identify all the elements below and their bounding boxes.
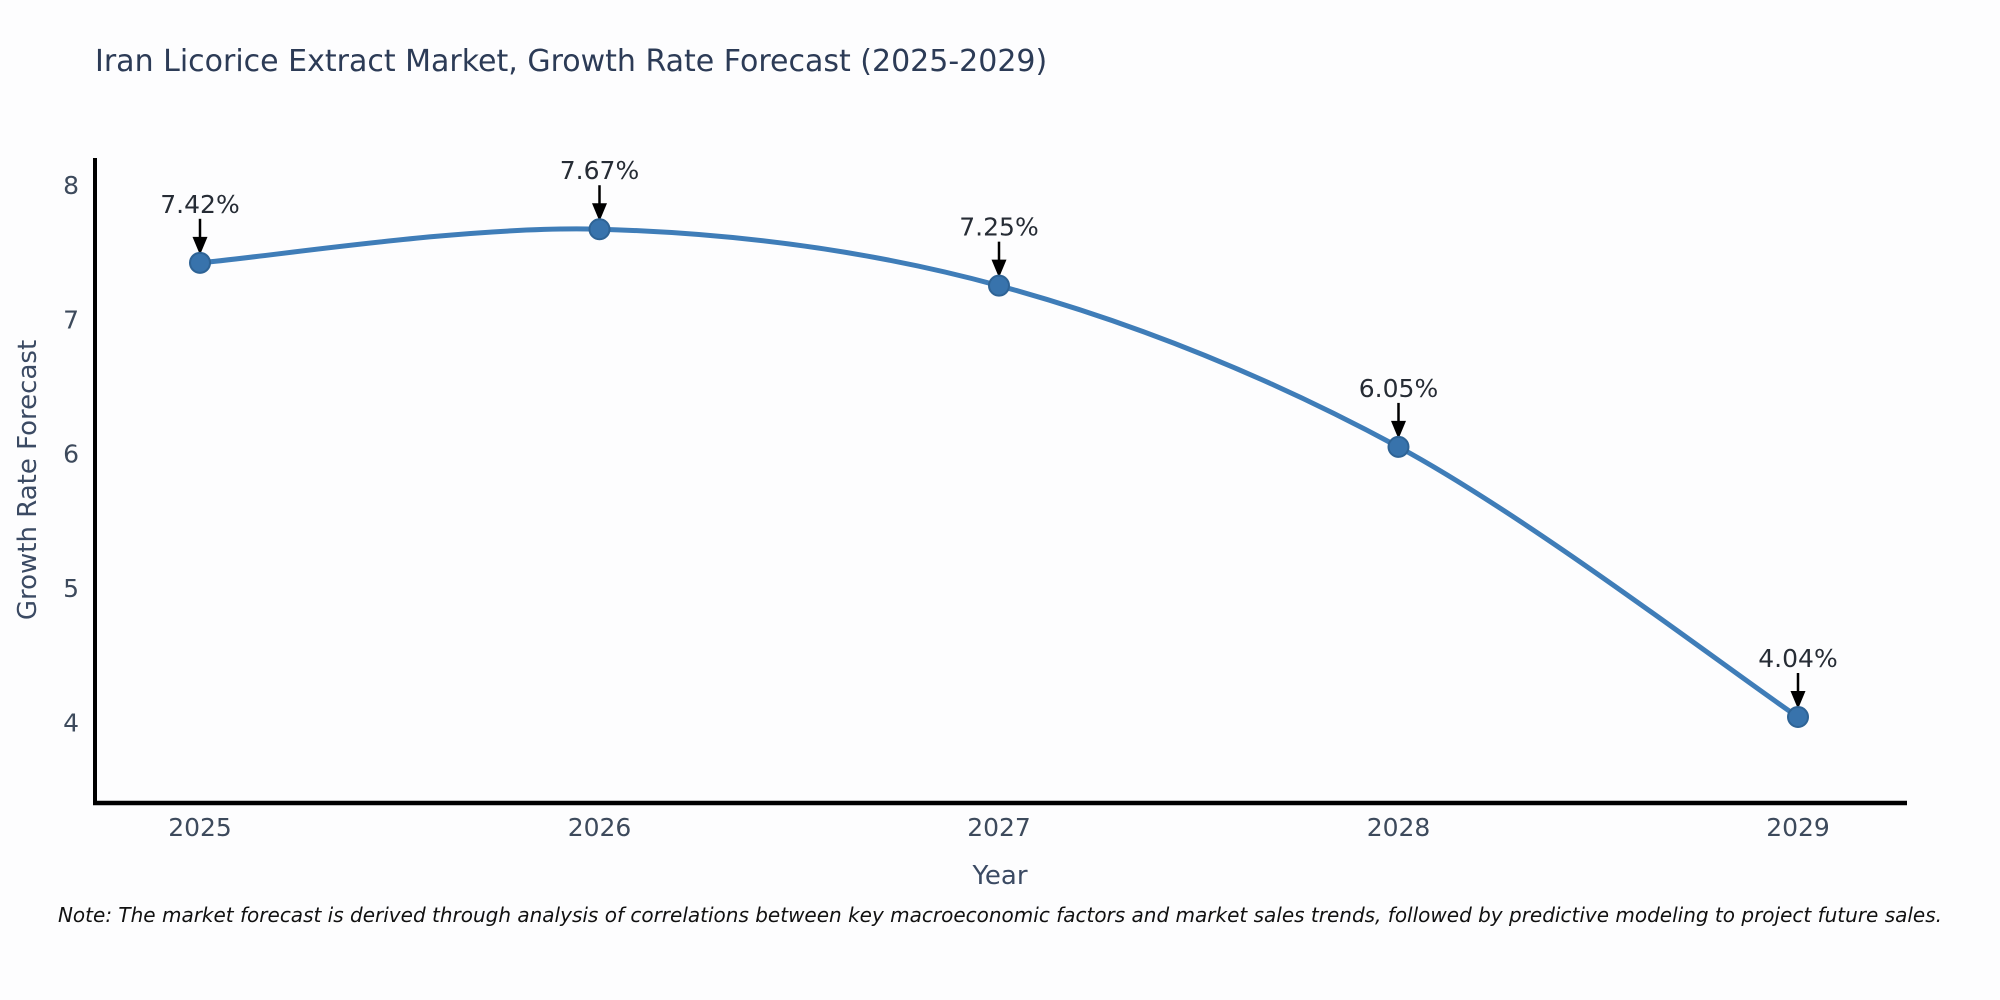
annotation-arrowhead (1391, 420, 1406, 439)
data-point-label: 7.42% (160, 190, 239, 219)
annotation-arrowhead (592, 203, 607, 222)
footnote: Note: The market forecast is derived thr… (57, 903, 1943, 927)
y-tick-label: 8 (63, 171, 79, 200)
data-point (1787, 706, 1809, 728)
data-point (189, 251, 211, 274)
data-point-label: 6.05% (1359, 374, 1438, 403)
x-tick-label: 2028 (1367, 813, 1431, 842)
data-point-label: 7.25% (959, 213, 1038, 242)
data-point (1387, 435, 1410, 458)
x-axis-label: Year (972, 861, 1028, 891)
y-tick-label: 6 (63, 440, 79, 469)
x-tick-label: 2026 (568, 813, 632, 842)
data-point-label: 4.04% (1758, 644, 1837, 673)
annotation-arrowhead (1790, 691, 1806, 709)
annotation-arrowhead (192, 236, 208, 255)
chart-title: Iran Licorice Extract Market, Growth Rat… (95, 44, 1048, 79)
annotation-arrowhead (991, 259, 1007, 278)
x-tick-label: 2029 (1766, 813, 1830, 842)
trend-line (197, 226, 1801, 720)
y-tick-label: 7 (63, 305, 79, 334)
x-tick-label: 2025 (168, 813, 232, 842)
x-tick-label: 2027 (967, 813, 1031, 842)
y-tick-label: 5 (63, 574, 79, 603)
y-tick-label: 4 (63, 708, 79, 737)
data-point (988, 274, 1010, 297)
data-point-label: 7.67% (560, 156, 639, 185)
data-point (588, 218, 611, 241)
